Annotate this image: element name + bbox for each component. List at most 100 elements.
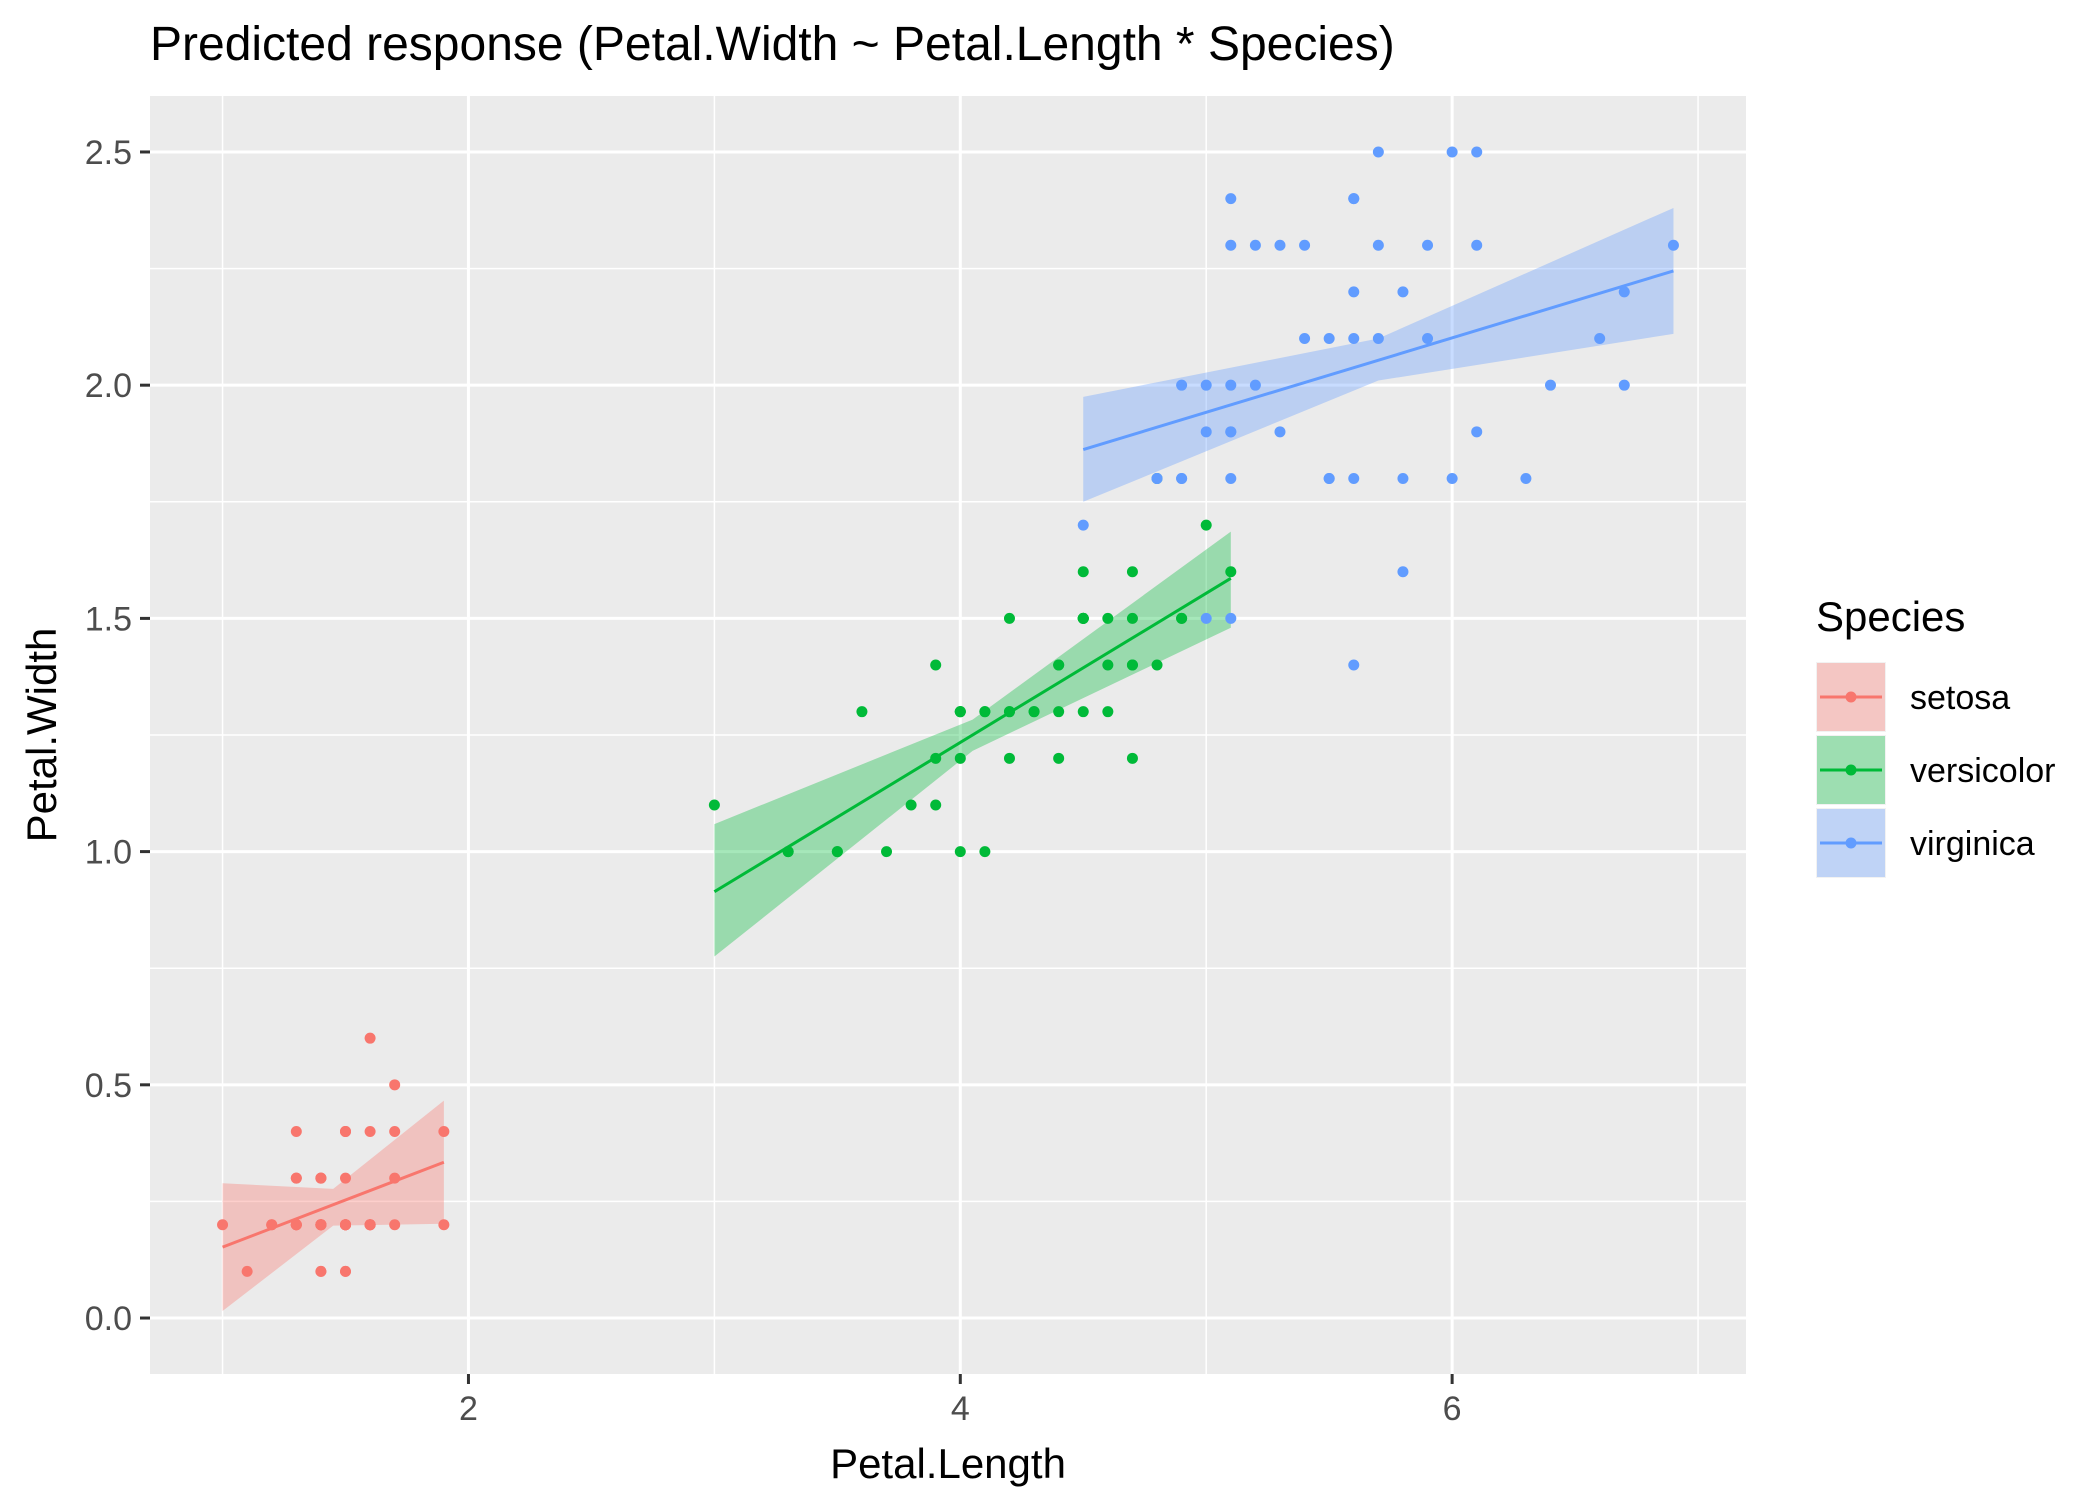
point-virginica bbox=[1372, 239, 1384, 251]
point-setosa bbox=[315, 1265, 327, 1277]
point-virginica bbox=[1471, 239, 1483, 251]
point-versicolor bbox=[1102, 612, 1114, 624]
point-versicolor bbox=[1126, 659, 1138, 671]
point-setosa bbox=[438, 1219, 450, 1231]
point-virginica bbox=[1274, 426, 1286, 438]
point-versicolor bbox=[1077, 566, 1089, 578]
y-axis: 0.0 0.5 1.0 1.5 2.0 2.5 bbox=[85, 134, 150, 1338]
point-setosa bbox=[340, 1219, 352, 1231]
point-virginica bbox=[1200, 379, 1212, 391]
fit-line-versicolor bbox=[713, 576, 1232, 894]
point-virginica bbox=[1348, 659, 1360, 671]
point-setosa bbox=[315, 1172, 327, 1184]
data-points bbox=[217, 146, 1679, 1277]
point-virginica bbox=[1422, 239, 1434, 251]
point-virginica bbox=[1225, 612, 1237, 624]
y-tick-label: 0.0 bbox=[85, 1300, 132, 1338]
point-setosa bbox=[315, 1219, 327, 1231]
x-tick-label: 2 bbox=[459, 1390, 478, 1428]
point-virginica bbox=[1225, 472, 1237, 484]
point-versicolor bbox=[831, 846, 843, 858]
point-virginica bbox=[1225, 379, 1237, 391]
point-virginica bbox=[1200, 612, 1212, 624]
point-versicolor bbox=[856, 706, 868, 718]
point-virginica bbox=[1299, 239, 1311, 251]
point-setosa bbox=[340, 1172, 352, 1184]
fit-line-setosa bbox=[222, 1160, 445, 1249]
point-versicolor bbox=[930, 752, 942, 764]
point-virginica bbox=[1151, 472, 1163, 484]
point-virginica bbox=[1471, 426, 1483, 438]
point-versicolor bbox=[708, 799, 720, 811]
point-virginica bbox=[1176, 379, 1188, 391]
point-virginica bbox=[1397, 566, 1409, 578]
point-versicolor bbox=[1102, 659, 1114, 671]
point-versicolor bbox=[1028, 706, 1040, 718]
point-versicolor bbox=[954, 706, 966, 718]
point-virginica bbox=[1667, 239, 1679, 251]
legend-label-setosa: setosa bbox=[1910, 679, 2010, 717]
y-tick-label: 1.5 bbox=[85, 600, 132, 638]
point-versicolor bbox=[1077, 612, 1089, 624]
point-setosa bbox=[389, 1172, 401, 1184]
point-setosa bbox=[241, 1265, 253, 1277]
point-virginica bbox=[1348, 286, 1360, 298]
point-setosa bbox=[266, 1219, 278, 1231]
point-setosa bbox=[340, 1125, 352, 1137]
point-virginica bbox=[1446, 472, 1458, 484]
point-virginica bbox=[1422, 333, 1434, 345]
point-versicolor bbox=[1053, 706, 1065, 718]
y-axis-label: Petal.Width bbox=[18, 628, 65, 843]
point-versicolor bbox=[954, 752, 966, 764]
grid-minor bbox=[150, 96, 1746, 1374]
point-virginica bbox=[1348, 193, 1360, 205]
chart-title: Predicted response (Petal.Width ~ Petal.… bbox=[150, 18, 1395, 71]
point-virginica bbox=[1618, 379, 1630, 391]
legend-label-versicolor: versicolor bbox=[1910, 752, 2055, 790]
point-virginica bbox=[1348, 472, 1360, 484]
point-virginica bbox=[1274, 239, 1286, 251]
x-tick-label: 4 bbox=[951, 1390, 970, 1428]
point-setosa bbox=[364, 1219, 376, 1231]
fit-line-virginica bbox=[1082, 269, 1674, 451]
point-virginica bbox=[1520, 472, 1532, 484]
point-virginica bbox=[1299, 333, 1311, 345]
legend-key-point-virginica bbox=[1845, 837, 1857, 849]
x-tick-label: 6 bbox=[1443, 1390, 1462, 1428]
confidence-band-versicolor bbox=[714, 531, 1231, 957]
point-versicolor bbox=[1003, 612, 1015, 624]
point-versicolor bbox=[1225, 566, 1237, 578]
point-versicolor bbox=[782, 846, 794, 858]
point-versicolor bbox=[1053, 659, 1065, 671]
point-setosa bbox=[290, 1125, 302, 1137]
point-virginica bbox=[1372, 146, 1384, 158]
point-versicolor bbox=[1126, 566, 1138, 578]
point-setosa bbox=[340, 1265, 352, 1277]
point-versicolor bbox=[1151, 659, 1163, 671]
y-tick-label: 2.5 bbox=[85, 134, 132, 172]
point-virginica bbox=[1225, 239, 1237, 251]
fit-lines bbox=[222, 269, 1674, 1249]
x-axis: 2 4 6 bbox=[459, 1374, 1462, 1428]
point-versicolor bbox=[1003, 752, 1015, 764]
point-versicolor bbox=[1102, 706, 1114, 718]
y-tick-label: 1.0 bbox=[85, 834, 132, 872]
y-tick-label: 0.5 bbox=[85, 1067, 132, 1105]
point-setosa bbox=[389, 1125, 401, 1137]
point-versicolor bbox=[930, 799, 942, 811]
point-virginica bbox=[1225, 426, 1237, 438]
point-virginica bbox=[1397, 286, 1409, 298]
point-virginica bbox=[1594, 333, 1606, 345]
point-virginica bbox=[1372, 333, 1384, 345]
point-versicolor bbox=[881, 846, 893, 858]
point-versicolor bbox=[905, 799, 917, 811]
point-versicolor bbox=[979, 846, 991, 858]
legend-key-point-versicolor bbox=[1845, 764, 1857, 776]
point-virginica bbox=[1618, 286, 1630, 298]
y-tick-label: 2.0 bbox=[85, 367, 132, 405]
point-virginica bbox=[1077, 519, 1089, 531]
point-virginica bbox=[1471, 146, 1483, 158]
x-axis-label: Petal.Length bbox=[830, 1440, 1066, 1487]
point-versicolor bbox=[979, 706, 991, 718]
point-setosa bbox=[290, 1172, 302, 1184]
